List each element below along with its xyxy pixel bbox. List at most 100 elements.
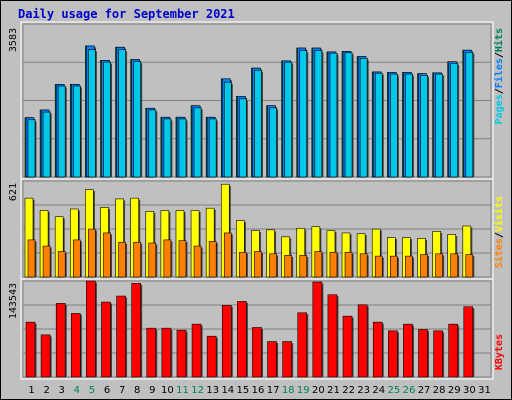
x-tick-label: 4 — [74, 385, 80, 396]
bar-pages — [239, 98, 247, 178]
bar-pages — [163, 118, 172, 178]
bar-sites — [27, 239, 36, 278]
bar-sites — [133, 241, 141, 278]
bar-sites — [269, 253, 277, 278]
x-tick-label: 14 — [221, 385, 234, 396]
bar-pages — [284, 61, 292, 178]
bar-kbytes — [372, 321, 383, 378]
bar-kbytes — [433, 330, 443, 378]
bar-pages — [193, 107, 202, 178]
bar-pages — [405, 73, 413, 178]
bar-sites — [314, 251, 323, 278]
legend-sep: / — [494, 52, 505, 59]
bar-kbytes — [206, 335, 217, 378]
x-tick-label: 6 — [104, 385, 110, 396]
bar-kbytes — [70, 313, 81, 378]
x-tick-label: 31 — [478, 385, 491, 396]
x-tick-label: 1 — [28, 385, 34, 396]
bar-sites — [329, 251, 338, 278]
x-tick-label: 7 — [119, 385, 125, 396]
bar-kbytes — [101, 301, 111, 378]
legend-kbytes: KBytes — [494, 334, 505, 371]
x-tick-label: 23 — [357, 385, 370, 396]
bar-kbytes — [146, 327, 157, 378]
bar-kbytes — [463, 306, 474, 378]
x-tick-label: 2 — [43, 385, 49, 396]
bar-kbytes — [176, 329, 187, 378]
bar-kbytes — [418, 329, 428, 378]
x-tick-label: 25 — [388, 385, 401, 396]
bar-sites — [42, 245, 51, 278]
x-tick-label: 12 — [191, 385, 204, 396]
bar-pages — [374, 72, 383, 178]
bar-sites — [88, 228, 96, 278]
bar-kbytes — [25, 321, 36, 378]
bar-sites — [405, 255, 413, 278]
legend-visits: Visits — [494, 196, 505, 233]
bar-kbytes — [252, 327, 262, 378]
bar-kbytes — [40, 334, 51, 378]
legend-sites: Sites — [494, 238, 505, 269]
bar-sites — [57, 251, 66, 278]
panel-bevel — [20, 278, 494, 380]
bar-sites — [103, 232, 111, 278]
bar-pages — [299, 50, 308, 178]
bar-pages — [390, 73, 398, 178]
bar-kbytes — [282, 341, 292, 378]
legend-sep: / — [494, 232, 505, 239]
x-tick-label: 22 — [342, 385, 355, 396]
legend-sep: / — [494, 88, 505, 95]
x-tick-label: 15 — [237, 385, 250, 396]
bar-pages — [450, 63, 459, 178]
bar-pages — [254, 69, 262, 178]
x-tick-label: 13 — [206, 385, 219, 396]
bar-kbytes — [191, 323, 202, 378]
legend-files: Files — [494, 58, 505, 89]
bar-kbytes — [116, 295, 126, 378]
bar-kbytes — [342, 315, 353, 378]
bar-pages — [133, 61, 141, 178]
bar-kbytes — [131, 283, 141, 378]
bar-sites — [208, 241, 217, 278]
bar-kbytes — [327, 294, 338, 378]
x-tick-label: 10 — [161, 385, 174, 396]
bar-sites — [148, 242, 157, 278]
bar-sites — [374, 255, 383, 278]
ymax-label-kbytes: 143543 — [8, 283, 19, 320]
x-tick-label: 17 — [267, 385, 280, 396]
ymax-label-hits: 3583 — [8, 28, 19, 53]
bar-pages — [269, 107, 277, 178]
chart-title: Daily usage for September 2021 — [18, 7, 235, 21]
bar-pages — [72, 85, 81, 178]
bar-kbytes — [237, 301, 247, 378]
bar-pages — [344, 52, 353, 178]
bar-kbytes — [55, 303, 66, 378]
bar-pages — [208, 118, 217, 178]
bar-kbytes — [448, 323, 459, 378]
bar-pages — [103, 61, 111, 178]
bar-pages — [329, 52, 338, 178]
bar-pages — [465, 52, 474, 178]
bar-kbytes — [297, 312, 308, 378]
x-tick-label: 8 — [134, 385, 140, 396]
bar-sites — [163, 239, 172, 278]
bar-kbytes — [312, 281, 323, 378]
bar-sites — [420, 254, 428, 278]
x-tick-label: 5 — [89, 385, 95, 396]
bar-sites — [390, 255, 398, 278]
bar-sites — [435, 253, 443, 278]
bar-pages — [435, 73, 443, 178]
x-tick-label: 3 — [59, 385, 65, 396]
bar-kbytes — [86, 280, 96, 378]
x-tick-label: 21 — [327, 385, 340, 396]
bar-pages — [223, 81, 232, 178]
bar-pages — [57, 85, 66, 178]
legend-pages: Pages — [494, 94, 505, 125]
x-tick-label: 18 — [282, 385, 295, 396]
x-tick-label: 30 — [463, 385, 476, 396]
bar-kbytes — [388, 330, 398, 378]
x-tick-label: 27 — [418, 385, 431, 396]
bar-sites — [118, 241, 126, 278]
legend-top: Pages/Files/Hits — [494, 28, 505, 124]
